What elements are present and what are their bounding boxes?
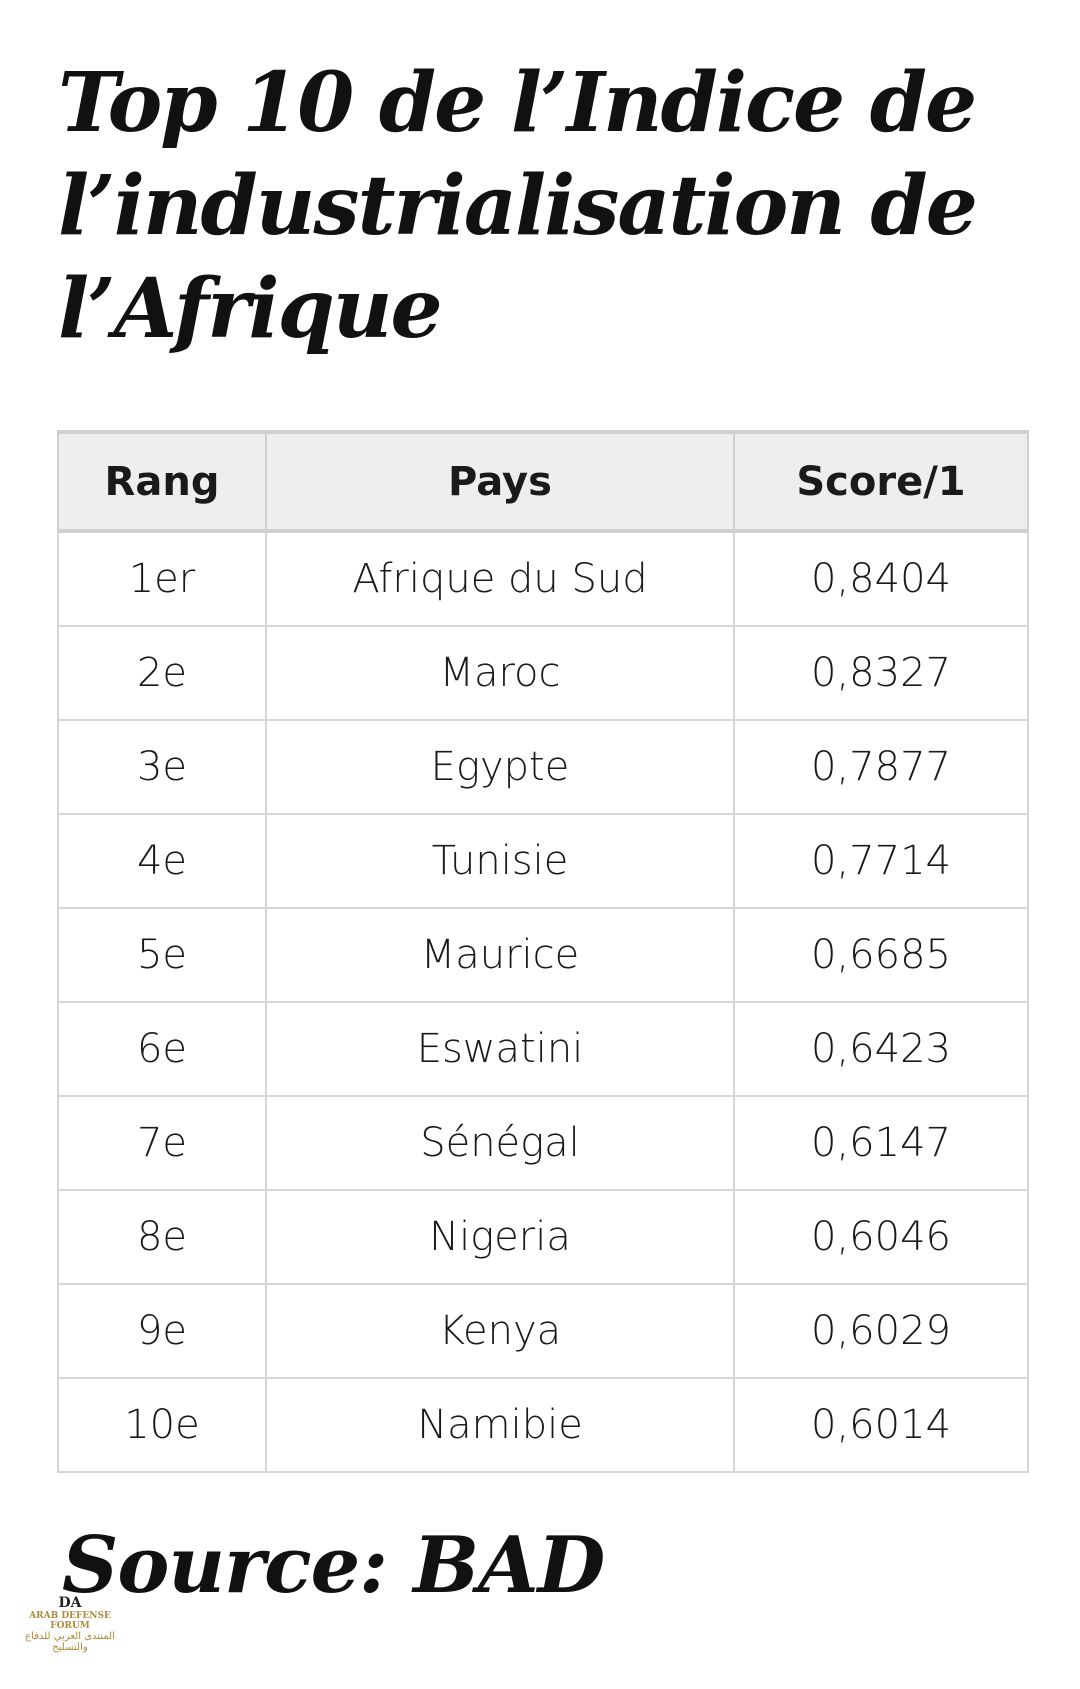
table-row: 9e Kenya 0,6029 <box>57 1283 1029 1379</box>
table-cell: Maurice <box>265 907 735 1003</box>
title-line: l’industrialisation de <box>58 158 978 254</box>
table-cell: 0,8327 <box>733 625 1029 721</box>
table-cell: Sénégal <box>265 1095 735 1191</box>
watermark-name: ARAB DEFENSE FORUM <box>29 1611 111 1631</box>
table-cell: 0,6147 <box>733 1095 1029 1191</box>
column-header: Pays <box>265 430 735 533</box>
title: Top 10 de l’Indice de l’industrialisation… <box>58 52 978 361</box>
table-row: 10e Namibie 0,6014 <box>57 1377 1029 1473</box>
table-cell: 0,6046 <box>733 1189 1029 1285</box>
table-cell: 0,6423 <box>733 1001 1029 1097</box>
table-cell: 9e <box>57 1283 267 1379</box>
table-cell: 10e <box>57 1377 267 1473</box>
watermark-arabic: المنتدى العربي للدفاع والتسليح <box>25 1631 115 1653</box>
source: Source: BAD <box>62 1520 605 1611</box>
table-cell: 4e <box>57 813 267 909</box>
title-line: Top 10 de l’Indice de <box>58 55 977 151</box>
table-row: 8e Nigeria 0,6046 <box>57 1189 1029 1285</box>
table-cell: 7e <box>57 1095 267 1191</box>
table-cell: 0,7714 <box>733 813 1029 909</box>
table-cell: Afrique du Sud <box>265 530 735 627</box>
table-cell: 6e <box>57 1001 267 1097</box>
table-cell: 8e <box>57 1189 267 1285</box>
table-cell: 0,7877 <box>733 719 1029 815</box>
title-line: l’Afrique <box>58 261 443 357</box>
table-cell: Egypte <box>265 719 735 815</box>
header-row: Rang Pays Score/1 <box>57 430 1029 533</box>
table-cell: 0,6029 <box>733 1283 1029 1379</box>
table-cell: Kenya <box>265 1283 735 1379</box>
table-cell: 2e <box>57 625 267 721</box>
table-cell: 0,8404 <box>733 530 1029 627</box>
table-cell: Eswatini <box>265 1001 735 1097</box>
table-cell: Namibie <box>265 1377 735 1473</box>
ranking-table: Rang Pays Score/1 1er Afrique du Sud 0,8404 2… <box>57 430 1029 1473</box>
table-cell: Maroc <box>265 625 735 721</box>
table-row: 4e Tunisie 0,7714 <box>57 813 1029 909</box>
table-cell: 5e <box>57 907 267 1003</box>
table-cell: 1er <box>57 530 267 627</box>
watermark-logo: DA <box>58 1595 82 1611</box>
table-row: 6e Eswatini 0,6423 <box>57 1001 1029 1097</box>
table-row: 5e Maurice 0,6685 <box>57 907 1029 1003</box>
column-header: Score/1 <box>733 430 1029 533</box>
table-cell: 0,6685 <box>733 907 1029 1003</box>
table-row: 7e Sénégal 0,6147 <box>57 1095 1029 1191</box>
column-header: Rang <box>57 430 267 533</box>
table-cell: Tunisie <box>265 813 735 909</box>
watermark: DA ARAB DEFENSE FORUM المنتدى العربي للد… <box>8 1595 132 1653</box>
table-row: 1er Afrique du Sud 0,8404 <box>57 530 1029 627</box>
table-row: 3e Egypte 0,7877 <box>57 719 1029 815</box>
table-cell: Nigeria <box>265 1189 735 1285</box>
table-cell: 0,6014 <box>733 1377 1029 1473</box>
table-cell: 3e <box>57 719 267 815</box>
table-row: 2e Maroc 0,8327 <box>57 625 1029 721</box>
